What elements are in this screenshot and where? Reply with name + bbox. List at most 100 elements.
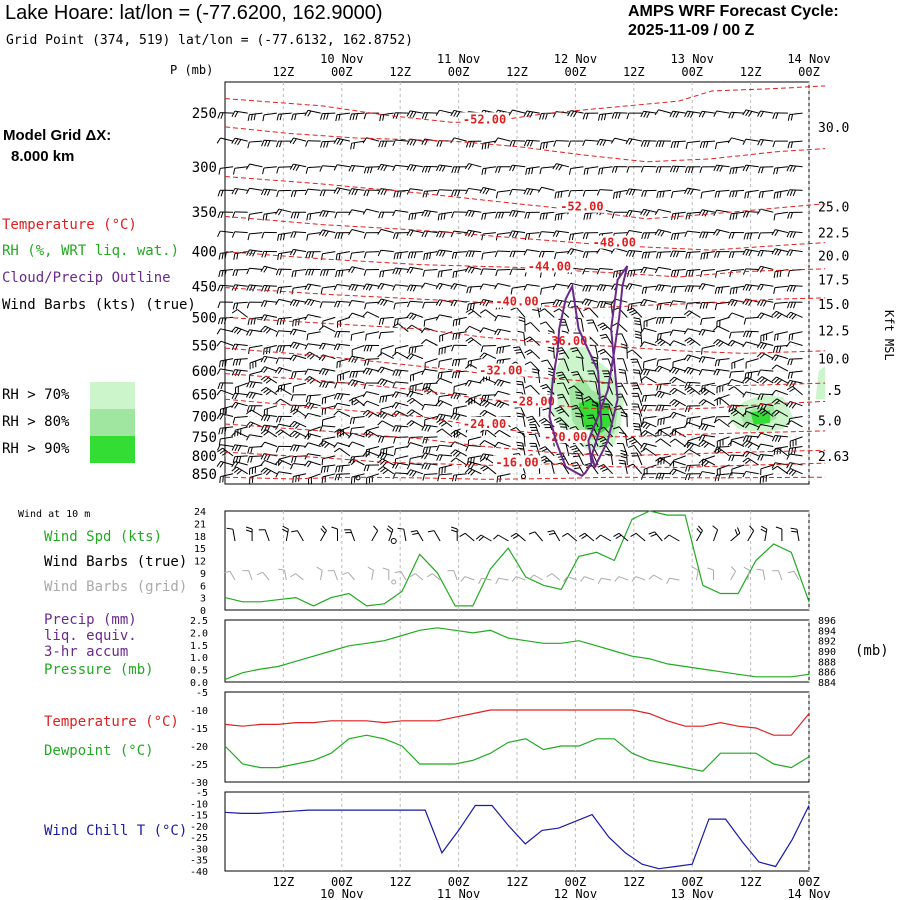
barb-flag xyxy=(232,211,236,219)
barb-shaft xyxy=(265,467,278,475)
wind-barb xyxy=(231,187,248,195)
wind-barb xyxy=(335,112,350,122)
wind-barb xyxy=(262,112,277,122)
barb-shaft xyxy=(307,394,321,397)
barb-flag xyxy=(247,233,250,241)
barb-flag xyxy=(263,356,268,363)
wind-barb xyxy=(232,416,248,424)
barb-flag xyxy=(224,427,227,434)
wind-barb xyxy=(217,189,234,197)
barb-flag xyxy=(354,285,359,292)
barb-flag xyxy=(350,143,353,150)
wind-barb xyxy=(304,109,321,117)
barb-flag xyxy=(320,287,323,295)
bottom-time-tick-label: 12Z xyxy=(740,875,762,889)
barb-shaft xyxy=(367,311,380,318)
barb-shaft xyxy=(264,441,278,447)
barb-flag xyxy=(341,270,344,277)
barb-flag xyxy=(220,211,224,219)
barb-shaft xyxy=(264,459,278,466)
legend-cloud: Cloud/Precip Outline xyxy=(2,270,171,286)
barb-flag xyxy=(291,113,294,121)
barb-shaft xyxy=(307,314,321,318)
barb-shaft xyxy=(294,420,307,428)
barb-flag xyxy=(263,409,265,416)
wind-barb xyxy=(260,188,277,196)
barb-shaft xyxy=(278,382,292,387)
barb-flag xyxy=(319,343,323,350)
barb-shaft xyxy=(264,265,278,270)
wind-barb xyxy=(276,189,292,197)
barb-shaft xyxy=(249,446,263,448)
wind-barb xyxy=(276,112,292,121)
barb-flag xyxy=(245,163,251,170)
temperature-contour-label: -32.00 xyxy=(479,364,522,378)
wind-barb xyxy=(333,283,350,291)
wind-barb xyxy=(362,208,380,215)
barb-flag xyxy=(217,211,221,219)
barb-shaft xyxy=(293,231,307,234)
barb-flag xyxy=(304,351,310,357)
wind-barb xyxy=(262,211,277,221)
wind-barb xyxy=(231,137,248,146)
top-time-tick-label: 12Z xyxy=(623,65,645,79)
barb-flag xyxy=(261,232,265,239)
pressure-ytick-label: 888 xyxy=(818,657,836,668)
wind-barb xyxy=(276,345,292,353)
barb-flag xyxy=(276,287,280,294)
barb-flag xyxy=(249,329,253,337)
label-temperature: Temperature (°C) xyxy=(44,714,179,730)
barb-flag xyxy=(216,461,222,467)
barb-flag xyxy=(267,140,271,147)
barb-flag xyxy=(322,269,326,276)
barb-flag xyxy=(338,270,341,277)
barb-flag xyxy=(266,408,268,416)
wind-barb xyxy=(246,381,263,389)
barb-flag xyxy=(222,408,224,415)
label-wind-barbs-true: Wind Barbs (true) xyxy=(44,554,188,570)
barb-shaft xyxy=(322,416,336,421)
barb-shaft xyxy=(220,412,234,417)
barb-flag xyxy=(304,110,309,117)
barb-shaft xyxy=(234,284,248,287)
barb-flag xyxy=(304,188,309,196)
barb-flag xyxy=(304,283,309,290)
barb-flag xyxy=(339,430,342,437)
barb-flag xyxy=(368,284,373,291)
wind-barb xyxy=(276,166,292,174)
barb-flag xyxy=(324,442,330,449)
barb-flag xyxy=(291,287,294,295)
wind-barb xyxy=(304,460,321,468)
barb-flag xyxy=(279,318,283,325)
barb-flag xyxy=(333,284,338,291)
barb-flag xyxy=(336,344,341,351)
barb-flag xyxy=(350,477,353,484)
barb-flag xyxy=(311,251,315,258)
barb-flag xyxy=(338,114,341,121)
wind-barb xyxy=(305,166,321,174)
wind-barb xyxy=(289,137,307,145)
barb-flag xyxy=(265,328,271,334)
barb-shaft xyxy=(337,316,351,322)
barb-shaft xyxy=(278,285,292,289)
barb-shaft xyxy=(236,466,248,475)
barb-shaft xyxy=(307,368,321,372)
barb-flag xyxy=(319,381,323,388)
barb-shaft xyxy=(250,409,263,417)
wind-barb xyxy=(351,345,365,357)
wind-barb xyxy=(289,341,307,350)
wind-barb xyxy=(319,165,336,172)
barb-flag xyxy=(326,113,329,120)
barb-flag xyxy=(277,460,283,466)
barb-flag xyxy=(349,417,353,425)
barb-flag xyxy=(266,454,271,461)
windchill-ytick-label: -35 xyxy=(190,856,208,867)
barb-flag xyxy=(295,319,297,326)
wind-barb xyxy=(333,392,350,400)
barb-flag xyxy=(231,188,236,195)
barb-flag xyxy=(265,378,272,384)
wind-barb xyxy=(245,163,263,170)
pressure-tick-label: 300 xyxy=(192,160,217,176)
wind-barb xyxy=(217,211,234,219)
barb-flag xyxy=(352,113,356,121)
